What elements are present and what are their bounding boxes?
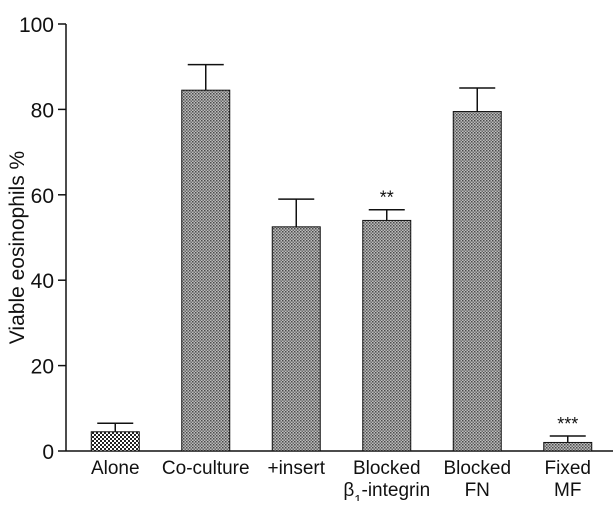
- x-tick-label-2-0: +insert: [267, 458, 325, 479]
- labels: 0 20 40 60 80 100 Viable eosinophils % Alone Co-…: [6, 14, 591, 506]
- bars: [90, 63, 593, 452]
- x-tick-label-4-0: Blocked: [443, 458, 511, 479]
- x-tick-label-5-0: Fixed: [545, 458, 591, 479]
- y-tick-label: 20: [31, 356, 54, 379]
- y-tick-label: 0: [42, 441, 54, 464]
- x-tick-label-5-1: MF: [554, 480, 581, 501]
- bar-0: [90, 431, 140, 452]
- x-tick-label-1-0: Co-culture: [162, 458, 250, 479]
- significance-label-5: ***: [557, 414, 578, 434]
- y-tick-label: 40: [31, 270, 54, 293]
- y-tick-label: 60: [31, 185, 54, 208]
- x-tick-label-0-0: Alone: [91, 458, 140, 479]
- bar-4: [452, 111, 502, 452]
- axes: [58, 23, 613, 452]
- bar-2: [271, 226, 321, 452]
- bar-5: [543, 441, 593, 452]
- bar-3: [362, 219, 412, 452]
- significance-label-3: **: [380, 188, 394, 208]
- y-axis-title: Viable eosinophils %: [6, 151, 29, 344]
- x-tick-label-4-1: FN: [465, 480, 490, 501]
- y-tick-label: 80: [31, 99, 54, 122]
- y-tick-label: 100: [19, 14, 54, 37]
- x-tick-label-3-1: β1-integrin: [343, 480, 430, 501]
- x-tick-label-3-0: Blocked: [353, 458, 421, 479]
- bar-1: [181, 89, 231, 452]
